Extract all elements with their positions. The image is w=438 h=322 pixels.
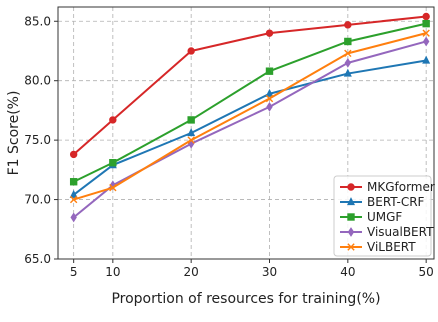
data-point — [69, 150, 78, 159]
y-tick-label: 75.0 — [24, 133, 51, 147]
data-point — [344, 57, 352, 68]
series-mkgformer — [69, 12, 430, 159]
data-point — [422, 12, 430, 21]
legend-label: VisualBERT — [367, 225, 434, 239]
legend-item: VisualBERT — [340, 225, 434, 239]
data-point — [187, 116, 195, 124]
legend-swatch-marker — [346, 197, 356, 206]
legend-box — [333, 175, 432, 257]
series-line — [73, 15, 427, 156]
data-point — [422, 36, 430, 47]
data-point — [344, 37, 352, 46]
y-axis-title: F1 Score(%) — [6, 91, 22, 176]
series-line — [73, 32, 427, 201]
data-point — [70, 212, 77, 223]
x-axis-title: Proportion of resources for training(%) — [111, 291, 380, 307]
data-point — [265, 29, 274, 37]
legend-swatch-marker — [347, 243, 355, 251]
x-tick-label: 10 — [105, 265, 120, 279]
series-vilbert — [69, 29, 430, 204]
data-point — [422, 29, 430, 37]
data-point — [344, 49, 352, 58]
legend-label: MKGformer — [367, 180, 435, 194]
data-point — [109, 159, 117, 167]
data-point — [109, 116, 117, 124]
legend-swatch-marker — [347, 213, 355, 221]
axis-ticks: 5 10 20 30 40 50 65.0 70.0 75.0 80.0 85.0 — [24, 14, 434, 279]
data-point — [265, 88, 274, 97]
legend-item: MKGformer — [340, 180, 435, 194]
legend-swatch-marker — [347, 183, 355, 191]
data-point — [422, 55, 431, 64]
legend-label: UMGF — [367, 210, 402, 224]
data-point — [266, 101, 273, 112]
legend-label: BERT-CRF — [367, 195, 425, 209]
data-point — [187, 136, 195, 144]
x-tick-label: 30 — [262, 265, 277, 279]
x-tick-label: 5 — [70, 265, 78, 279]
data-point — [69, 189, 78, 198]
x-tick-label: 50 — [419, 265, 434, 279]
data-point — [69, 195, 78, 204]
data-point — [344, 21, 352, 29]
plot-frame — [57, 6, 435, 260]
data-point — [187, 47, 195, 55]
series-line — [73, 59, 427, 196]
series-umgf — [69, 19, 430, 186]
data-point — [265, 67, 274, 75]
data-point — [109, 183, 117, 192]
legend-swatch-marker — [347, 227, 355, 237]
y-tick-label: 70.0 — [24, 193, 51, 207]
data-point — [422, 19, 430, 28]
data-point — [69, 178, 78, 186]
legend-label: ViLBERT — [367, 240, 416, 254]
y-tick-label: 65.0 — [24, 252, 51, 266]
legend-item: ViLBERT — [340, 240, 416, 254]
x-tick-label: 20 — [184, 265, 199, 279]
data-point — [187, 128, 196, 137]
series-lines — [69, 12, 431, 223]
data-point — [343, 68, 352, 77]
legend-item: UMGF — [340, 210, 402, 224]
y-tick-label: 80.0 — [24, 74, 51, 88]
series-line — [73, 22, 427, 183]
data-point — [265, 94, 274, 103]
y-tick-label: 85.0 — [24, 14, 51, 28]
legend-item: BERT-CRF — [340, 195, 425, 209]
x-tick-label: 40 — [340, 265, 355, 279]
